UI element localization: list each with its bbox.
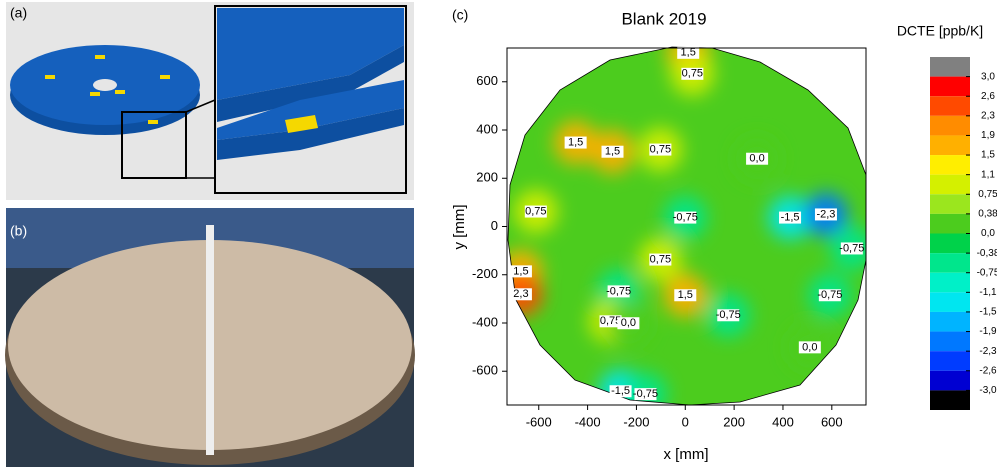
colorbar-label: 0,0 — [981, 228, 995, 239]
y-tick-label: -600 — [472, 363, 498, 378]
contour-label: 0,75 — [525, 205, 546, 217]
colorbar-swatch — [930, 390, 970, 410]
y-tick-label: 600 — [476, 73, 498, 88]
panel-label: (c) — [452, 7, 468, 23]
colorbar-swatch — [930, 371, 970, 391]
contour-label: -0,75 — [606, 285, 631, 297]
colorbar-swatch — [930, 57, 970, 77]
colorbar-label: -2,6 — [979, 365, 997, 376]
colorbar-label: 1,5 — [981, 150, 995, 161]
contour-label: -0,75 — [817, 289, 842, 301]
colorbar-swatch — [930, 214, 970, 234]
x-tick-label: 600 — [821, 414, 843, 429]
colorbar-label: -0,75 — [977, 267, 997, 278]
panel-b: (b) — [5, 208, 415, 467]
colorbar-label: -1,9 — [979, 326, 997, 337]
colorbar-swatch — [930, 332, 970, 352]
contour-label: 0,0 — [802, 341, 817, 353]
colorbar-label: 2,6 — [981, 91, 995, 102]
colorbar-swatch — [930, 253, 970, 273]
colorbar-swatch — [930, 135, 970, 155]
colorbar-swatch — [930, 77, 970, 97]
colorbar-label: 0,75 — [978, 189, 997, 200]
contour-label: 0,0 — [621, 317, 636, 329]
colorbar-swatch — [930, 292, 970, 312]
colorbar-label: 1,1 — [981, 169, 995, 180]
contour-label: 1,5 — [513, 265, 528, 277]
colorbar-label: 1,9 — [981, 130, 995, 141]
contour-label: -1,5 — [781, 211, 800, 223]
contour-label: -1,5 — [611, 385, 630, 397]
y-tick-label: 200 — [476, 170, 498, 185]
contour-label: 1,5 — [605, 146, 620, 158]
y-tick-label: -200 — [472, 266, 498, 281]
colorbar-swatch — [930, 273, 970, 293]
x-tick-label: -400 — [575, 414, 601, 429]
contour-label: 0,75 — [650, 253, 671, 265]
x-tick-label: -600 — [526, 414, 552, 429]
contour-label: -0,75 — [673, 211, 698, 223]
x-tick-label: -200 — [623, 414, 649, 429]
colorbar-title: DCTE [ppb/K] — [897, 23, 983, 39]
colorbar-swatch — [930, 96, 970, 116]
colorbar-swatch — [930, 351, 970, 371]
y-tick-label: 400 — [476, 121, 498, 136]
contour-label: -0,75 — [633, 388, 658, 400]
x-tick-label: 400 — [772, 414, 794, 429]
contour-label: 0,0 — [749, 153, 764, 165]
chart-title: Blank 2019 — [621, 9, 706, 28]
disk-hole — [93, 79, 117, 91]
figure: (a) (b) (c) Blank 2019 x [mm] y [mm] DCT… — [0, 0, 997, 467]
y-tick-label: 0 — [491, 218, 498, 233]
colorbar-swatch — [930, 234, 970, 254]
contour-label: 2,3 — [513, 288, 528, 300]
contour-label: -0,75 — [839, 242, 864, 254]
colorbar-swatch — [930, 116, 970, 136]
colorbar-swatch — [930, 175, 970, 195]
contour-label: 0,75 — [650, 143, 671, 155]
panel-label: (a) — [10, 5, 27, 21]
colorbar-label: -3,0 — [979, 385, 997, 396]
contour-label: 1,5 — [568, 136, 583, 148]
x-tick-label: 200 — [723, 414, 745, 429]
panel-a: (a) — [6, 2, 414, 200]
colorbar-label: -1,1 — [979, 287, 997, 298]
colorbar-swatch — [930, 194, 970, 214]
colorbar-swatch — [930, 312, 970, 332]
colorbar-label: -1,5 — [979, 307, 997, 318]
colorbar-label: 2,3 — [981, 110, 995, 121]
y-tick-label: -400 — [472, 314, 498, 329]
contour-label: 1,5 — [678, 289, 693, 301]
x-axis-label: x [mm] — [664, 446, 709, 463]
photo-ruler — [206, 225, 214, 455]
x-tick-label: 0 — [682, 414, 689, 429]
colorbar-label: -0,38 — [977, 248, 997, 259]
contour-label: -2,3 — [816, 208, 835, 220]
colorbar-label: 0,38 — [978, 209, 997, 220]
colorbar-label: 3,0 — [981, 71, 995, 82]
colorbar-label: -2,3 — [979, 346, 997, 357]
contour-label: -0,75 — [716, 309, 741, 321]
contour-label: 1,5 — [681, 47, 696, 59]
y-axis-label: y [mm] — [451, 205, 468, 250]
panel-label: (b) — [10, 223, 27, 239]
contour-label: 0,75 — [682, 68, 703, 80]
colorbar-swatch — [930, 155, 970, 175]
